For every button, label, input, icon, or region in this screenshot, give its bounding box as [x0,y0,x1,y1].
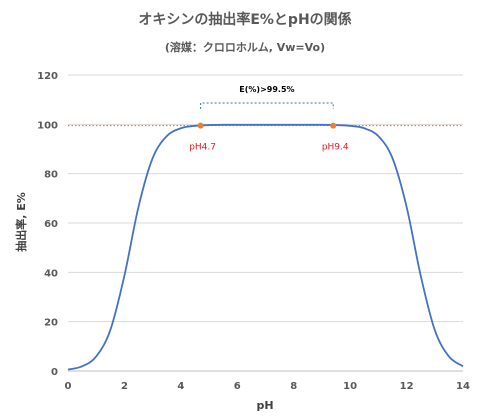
x-tick-label: 14 [456,381,470,392]
x-tick-label: 10 [343,381,357,392]
y-axis-label: 抽出率, E% [14,192,28,252]
x-axis-label: pH [256,399,273,412]
y-tick-label: 40 [44,268,58,279]
x-tick-label: 0 [65,381,72,392]
marker-points: pH4.7 pH9.4 [189,122,349,153]
y-tick-label: 60 [44,219,58,230]
y-tick-label: 0 [51,367,58,378]
marker-label: pH9.4 [322,143,349,153]
x-tick-labels: 0 2 4 6 8 10 12 14 [65,381,470,392]
chart-subtitle: (溶媒：クロロホルム, Vw=Vo) [165,40,325,54]
marker-label: pH4.7 [189,143,216,153]
y-tick-label: 120 [37,71,58,82]
bracket-line [200,102,334,109]
marker-point [197,122,204,129]
range-bracket: E(%)>99.5% [200,85,334,109]
x-tick-label: 12 [400,381,414,392]
marker-point [330,122,337,129]
x-tick-label: 4 [177,381,184,392]
chart-title: オキシンの抽出率E%とpHの関係 [138,11,351,28]
x-tick-label: 8 [290,381,297,392]
y-tick-labels: 0 20 40 60 80 100 120 [37,71,58,378]
bracket-label: E(%)>99.5% [239,85,294,94]
y-tick-label: 100 [37,120,58,131]
y-tick-label: 20 [44,318,58,329]
extraction-curve [67,123,464,371]
x-tick-label: 2 [121,381,128,392]
y-tick-label: 80 [44,170,58,181]
x-tick-label: 6 [234,381,241,392]
